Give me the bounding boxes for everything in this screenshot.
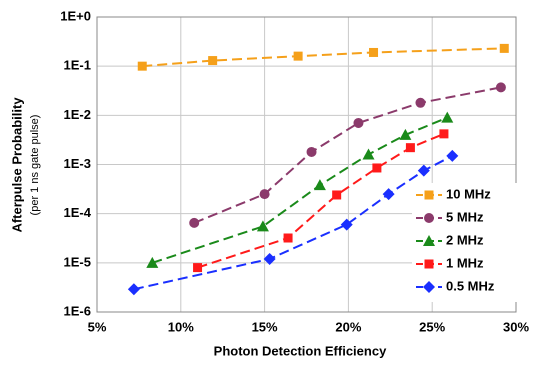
data-point (293, 51, 303, 61)
legend-marker (424, 259, 434, 269)
legend-marker (424, 190, 434, 200)
legend-marker (423, 235, 435, 246)
series-line (151, 116, 448, 264)
data-point (495, 82, 506, 93)
x-tick-label: 5% (88, 319, 107, 334)
data-point (372, 163, 382, 173)
data-point (441, 111, 454, 123)
legend-label: 2 MHz (446, 232, 484, 247)
data-point (313, 179, 326, 191)
x-tick-label: 10% (168, 319, 194, 334)
legend-label: 0.5 MHz (446, 278, 495, 293)
data-point (499, 43, 509, 53)
data-point (193, 263, 203, 273)
data-point (446, 149, 459, 162)
data-point (353, 117, 364, 128)
data-point (369, 47, 379, 57)
data-point (439, 129, 449, 139)
data-point (405, 143, 415, 153)
data-point (208, 56, 218, 66)
series-line (193, 86, 502, 224)
data-point (399, 128, 412, 140)
data-point (263, 252, 276, 265)
data-point (417, 164, 430, 177)
y-axis-subtitle: (per 1 ns gate pulse) (29, 115, 41, 216)
series-line (133, 154, 453, 291)
data-point (146, 256, 159, 268)
y-tick-label: 1E-2 (64, 107, 91, 122)
data-point (382, 188, 395, 201)
legend-label: 10 MHz (446, 186, 491, 201)
data-point (283, 233, 293, 243)
y-tick-label: 1E-6 (64, 303, 91, 318)
data-point (415, 97, 426, 108)
series-line (197, 132, 445, 269)
data-point (259, 189, 270, 200)
legend-marker (424, 213, 434, 223)
y-tick-label: 1E-3 (64, 156, 91, 171)
data-point (332, 190, 342, 200)
data-point (256, 220, 269, 232)
legend-marker (423, 281, 435, 293)
data-point (137, 61, 147, 71)
x-tick-label: 25% (419, 319, 445, 334)
y-tick-label: 1E-4 (64, 205, 92, 220)
legend-label: 1 MHz (446, 255, 484, 270)
plot-frame (96, 16, 517, 313)
legend-label: 5 MHz (446, 209, 484, 224)
x-tick-label: 15% (252, 319, 278, 334)
y-axis-title: Afterpulse Probability (9, 97, 24, 233)
x-tick-label: 20% (335, 319, 361, 334)
series-line (142, 47, 505, 68)
data-point (362, 148, 375, 160)
y-tick-label: 1E-5 (64, 254, 91, 269)
y-tick-label: 1E-1 (64, 58, 91, 73)
data-point (189, 217, 200, 228)
data-point (127, 283, 140, 296)
data-point (306, 146, 317, 157)
data-point (340, 218, 353, 231)
y-tick-label: 1E+0 (60, 8, 91, 23)
x-tick-label: 30% (503, 319, 529, 334)
x-axis-title: Photon Detection Efficiency (214, 343, 387, 358)
